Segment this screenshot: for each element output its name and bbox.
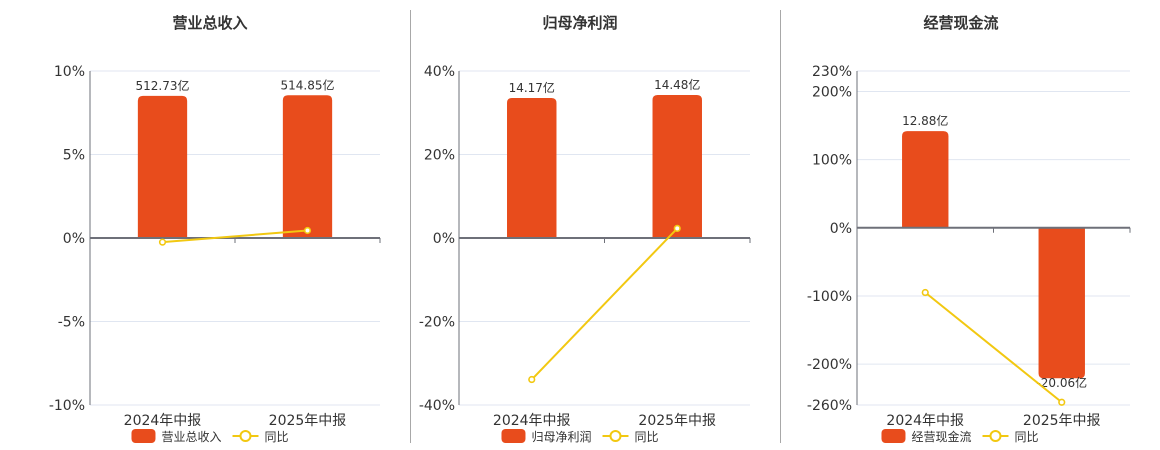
yoy-point [921, 288, 929, 297]
bar-value-label: 14.17亿 [509, 80, 555, 95]
legend-item-bar[interactable]: 归母净利润 [501, 428, 592, 445]
chart-3: 230% 200% 100% 0% -100% -200% -260% 12.88亿 -20.0… [807, 64, 1131, 429]
chart-title-operating-cash-flow: 经营现金流 [923, 14, 999, 32]
y-axis-tick-label: 10% [54, 64, 85, 80]
bar-value-label: 512.73亿 [136, 78, 190, 93]
panel-divider [410, 10, 411, 443]
bar-swatch-icon [131, 429, 156, 443]
x-axis-category-label: 2024年中报 [886, 413, 964, 429]
bar [1038, 227, 1085, 379]
chart-title-revenue: 营业总收入 [172, 14, 248, 32]
y-axis-tick-label: 200% [812, 84, 852, 100]
yoy-point [528, 375, 536, 384]
x-axis-category-label: 2024年中报 [493, 413, 571, 429]
bar-swatch-icon [501, 429, 526, 443]
yoy-point [673, 224, 681, 232]
line-marker-icon [602, 430, 629, 442]
y-axis-tick-label: 40% [424, 64, 455, 80]
y-axis-tick-label: -10% [49, 398, 85, 414]
legend-label: 同比 [634, 429, 659, 444]
chart-legend-operating-cash-flow: 经营现金流 同比 [881, 428, 1039, 445]
x-axis-category-label: 2025年中报 [1023, 413, 1101, 429]
x-axis-category-label: 2024年中报 [124, 413, 202, 429]
x-axis-category-label: 2025年中报 [638, 413, 716, 429]
y-axis-tick-label: 0% [433, 231, 455, 247]
y-axis-tick-label: 20% [424, 148, 455, 164]
bar [282, 95, 333, 239]
legend-item-bar[interactable]: 经营现金流 [881, 428, 972, 445]
bar-value-label: 514.85亿 [281, 77, 335, 92]
legend-item-yoy[interactable]: 同比 [982, 428, 1039, 445]
bar-swatch-icon [881, 429, 906, 443]
y-axis-tick-label: -20% [419, 315, 455, 331]
yoy-line [924, 291, 1063, 404]
legend-label: 经营现金流 [911, 429, 972, 444]
legend-label: 归母净利润 [531, 429, 592, 444]
y-axis-tick-label: -5% [58, 315, 85, 331]
y-axis-tick-label: -200% [807, 357, 852, 373]
legend-label: 营业总收入 [161, 429, 222, 444]
bar [507, 98, 557, 238]
y-axis-tick-label: 5% [63, 148, 85, 164]
line-marker-icon [232, 430, 259, 442]
y-axis-tick-label: 100% [812, 153, 852, 169]
yoy-point [303, 226, 312, 235]
bar-value-label: -20.06亿 [1036, 375, 1087, 390]
chart-legend-net-profit: 归母净利润 同比 [501, 428, 659, 445]
legend-label: 同比 [264, 429, 289, 444]
yoy-line [531, 227, 678, 381]
chart-2: 40% 20% 0% -20% -40% 14.17亿 14.48亿 2024年中报 2025年… [419, 64, 751, 429]
bar-value-label: 12.88亿 [902, 113, 948, 128]
x-axis-category-label: 2025年中报 [269, 413, 347, 429]
legend-item-bar[interactable]: 营业总收入 [131, 428, 222, 445]
y-axis-tick-label: 0% [63, 231, 85, 247]
legend-item-yoy[interactable]: 同比 [602, 428, 659, 445]
y-axis-tick-label: 230% [812, 64, 852, 80]
bar [902, 131, 949, 228]
yoy-point [1058, 398, 1066, 406]
bar-value-label: 14.48亿 [654, 77, 700, 92]
legend-label: 同比 [1014, 429, 1039, 444]
line-marker-icon [982, 430, 1009, 442]
chart-1: 10% 5% 0% -5% -10% 512.73亿 514.85亿 2024年中报 2025年… [49, 64, 381, 429]
y-axis-tick-label: -100% [807, 289, 852, 305]
yoy-point [158, 238, 167, 246]
panel-divider [780, 10, 781, 443]
y-axis-tick-label: -260% [807, 398, 852, 414]
chart-legend-revenue: 营业总收入 同比 [131, 428, 289, 445]
legend-item-yoy[interactable]: 同比 [232, 428, 289, 445]
chart-title-net-profit: 归母净利润 [542, 14, 618, 32]
bar [652, 94, 702, 239]
bar [137, 95, 188, 238]
y-axis-tick-label: -40% [419, 398, 455, 414]
yoy-line [162, 229, 308, 244]
y-axis-tick-label: 0% [830, 221, 852, 237]
